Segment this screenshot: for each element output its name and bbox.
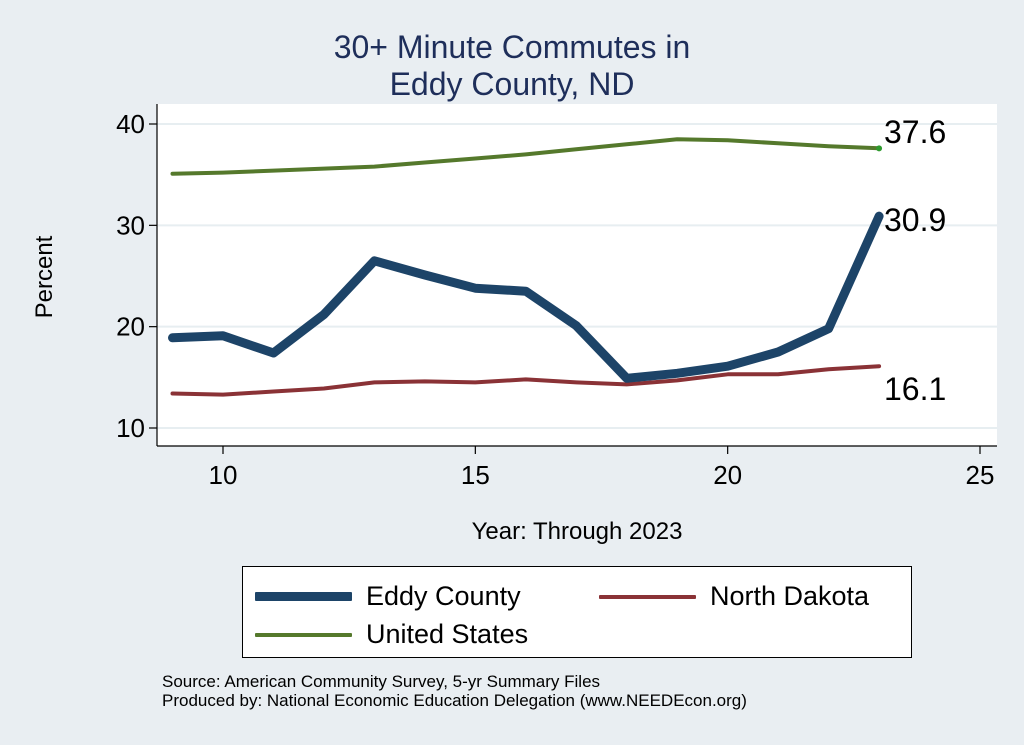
legend-item-eddy-county: Eddy County [255, 581, 521, 612]
legend-swatch-united-states [255, 632, 352, 637]
plot-area [157, 104, 997, 446]
series-line-us [170, 137, 882, 176]
x-tick-label-25: 25 [966, 460, 995, 490]
y-tick-label-20: 20 [116, 312, 145, 342]
y-axis-label: Percent [31, 235, 58, 319]
legend-label-north-dakota: North Dakota [710, 581, 870, 611]
source-note: Source: American Community Survey, 5-yr … [162, 672, 601, 691]
legend-label-united-states: United States [366, 619, 529, 649]
us-end-marker [876, 145, 883, 152]
y-tick-label-30: 30 [116, 210, 145, 240]
end-label-nd: 16.1 [884, 371, 946, 407]
x-tick-label-10: 10 [209, 460, 238, 490]
x-tick-label-15: 15 [461, 460, 490, 490]
end-label-us: 37.6 [884, 114, 946, 150]
x-tick-label-20: 20 [713, 460, 742, 490]
produced-by-note: Produced by: National Economic Education… [162, 691, 747, 710]
legend-label-eddy-county: Eddy County [366, 581, 521, 611]
end-label-eddy: 30.9 [884, 202, 946, 238]
chart-notes: Source: American Community Survey, 5-yr … [162, 672, 747, 710]
y-tick-label-40: 40 [116, 109, 145, 139]
chart-title-line-1: 30+ Minute Commutes in [333, 29, 691, 65]
legend-swatch-eddy-county [255, 592, 352, 601]
x-axis-label: Year: Through 2023 [471, 518, 683, 545]
legend: Eddy County North Dakota United States [242, 566, 912, 658]
legend-item-north-dakota: North Dakota [599, 581, 869, 612]
legend-swatch-north-dakota [599, 594, 696, 599]
legend-item-united-states: United States [255, 619, 528, 650]
series-line-eddy [168, 211, 884, 383]
chart-title-line-2: Eddy County, ND [389, 66, 635, 102]
series-line-nd [170, 364, 882, 397]
y-tick-label-10: 10 [116, 413, 145, 443]
